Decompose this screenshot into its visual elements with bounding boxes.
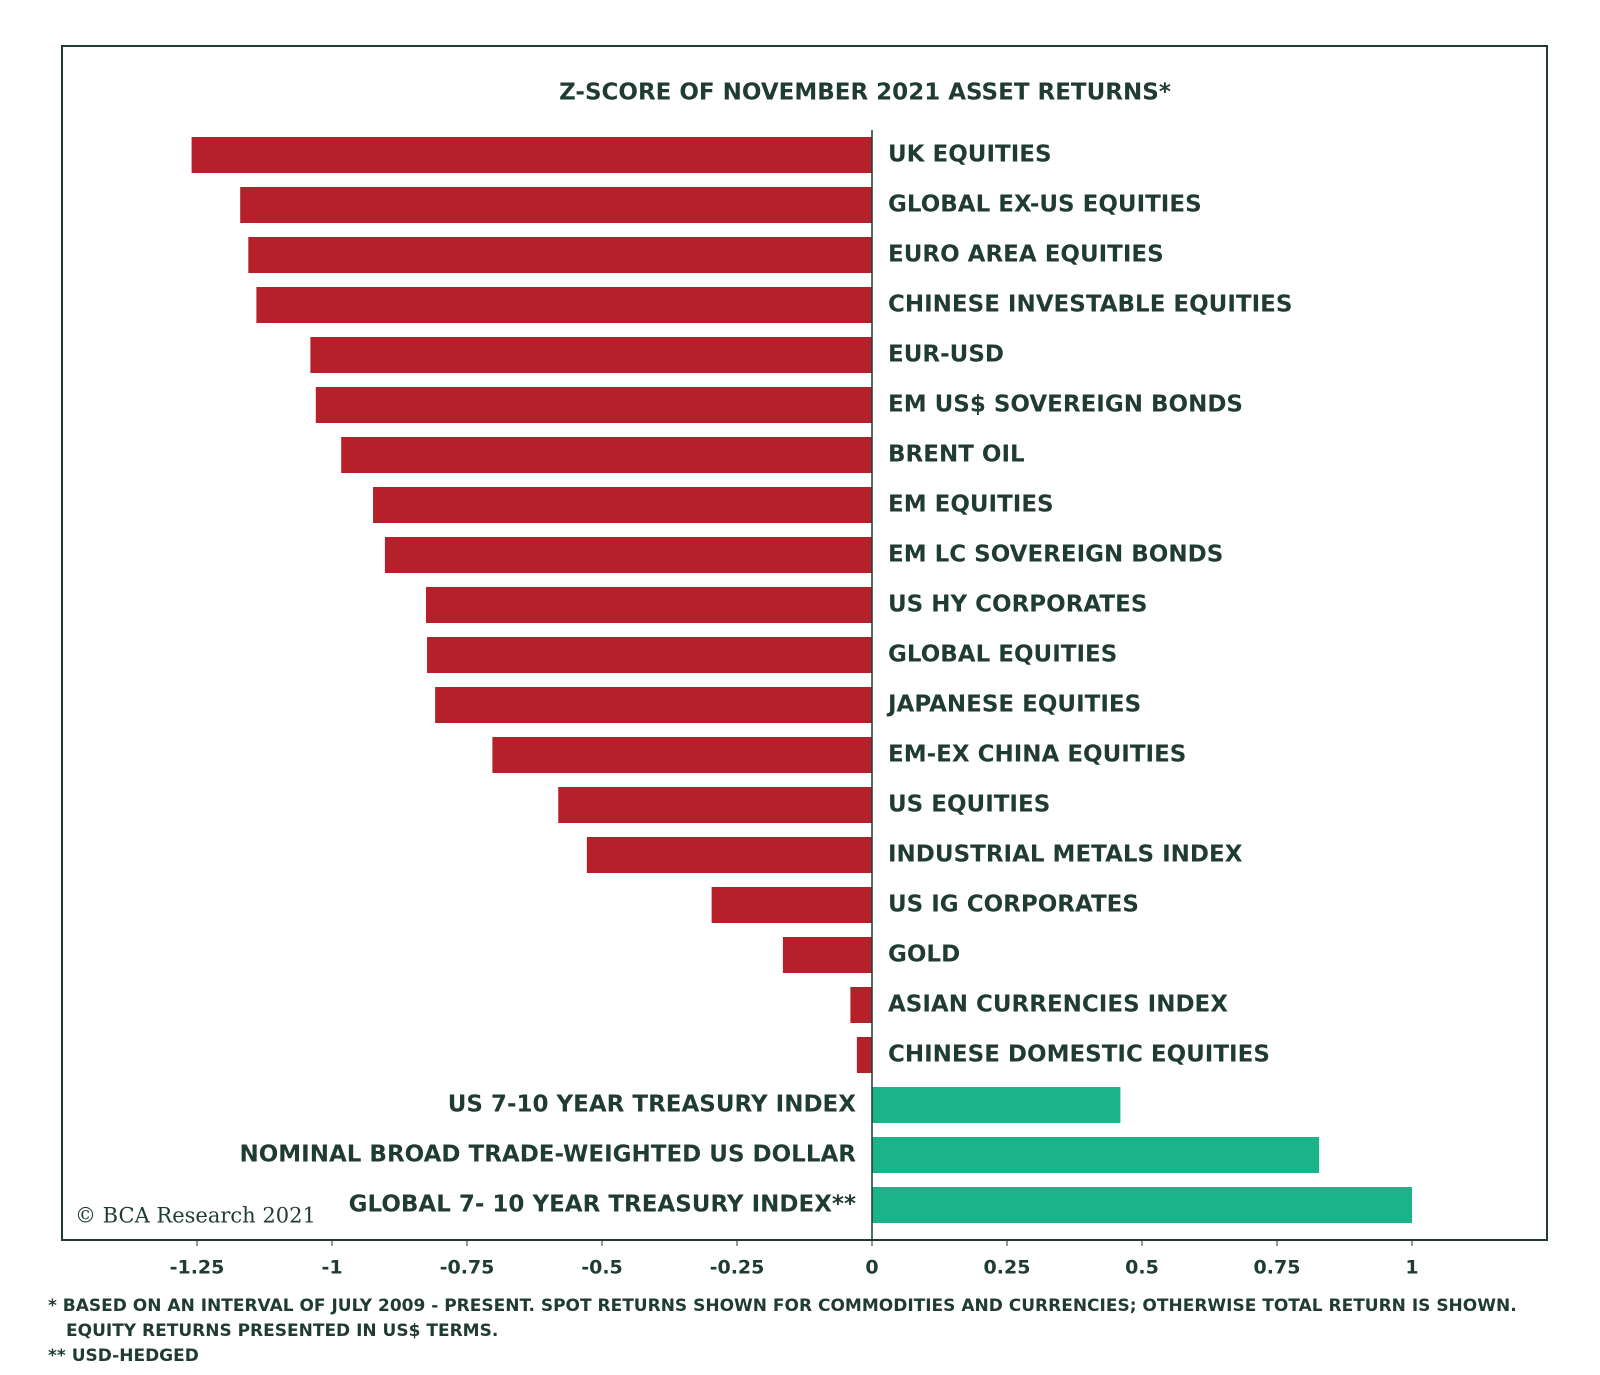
category-label: EM US$ SOVEREIGN BONDS bbox=[888, 392, 1243, 418]
bar bbox=[850, 987, 872, 1023]
x-tick-label: 0.25 bbox=[984, 1257, 1031, 1279]
bar bbox=[384, 537, 872, 573]
bar bbox=[782, 937, 872, 973]
bar bbox=[310, 337, 872, 373]
bar bbox=[248, 237, 873, 273]
bar bbox=[711, 887, 872, 923]
x-tick-label: 1 bbox=[1405, 1257, 1418, 1279]
category-label: CHINESE INVESTABLE EQUITIES bbox=[888, 292, 1292, 318]
category-label: UK EQUITIES bbox=[888, 142, 1052, 168]
x-tick-label: 0.75 bbox=[1254, 1257, 1301, 1279]
x-tick-label: -1 bbox=[321, 1257, 342, 1279]
bar bbox=[425, 587, 872, 623]
x-tick-label: -0.25 bbox=[710, 1257, 765, 1279]
category-label: EM-EX CHINA EQUITIES bbox=[888, 742, 1186, 768]
category-label: EUR-USD bbox=[888, 342, 1004, 368]
category-label: GLOBAL EX-US EQUITIES bbox=[888, 192, 1202, 218]
bar bbox=[872, 1187, 1412, 1223]
bar bbox=[872, 1137, 1320, 1173]
category-label: GLOBAL EQUITIES bbox=[888, 642, 1117, 668]
bar bbox=[256, 287, 872, 323]
x-tick-label: -0.5 bbox=[581, 1257, 623, 1279]
bar bbox=[315, 387, 872, 423]
bar bbox=[586, 837, 872, 873]
category-label: BRENT OIL bbox=[888, 442, 1025, 468]
bar bbox=[435, 687, 872, 723]
bar bbox=[492, 737, 872, 773]
chart-title: Z-SCORE OF NOVEMBER 2021 ASSET RETURNS* bbox=[559, 80, 1171, 106]
category-label: ASIAN CURRENCIES INDEX bbox=[888, 992, 1228, 1018]
bar bbox=[558, 787, 872, 823]
plot-frame bbox=[61, 45, 1548, 1241]
category-label: EURO AREA EQUITIES bbox=[888, 242, 1164, 268]
bar bbox=[240, 187, 872, 223]
footnote: * BASED ON AN INTERVAL OF JULY 2009 - PR… bbox=[48, 1296, 1517, 1316]
footnote: ** USD-HEDGED bbox=[48, 1346, 199, 1366]
footnote: EQUITY RETURNS PRESENTED IN US$ TERMS. bbox=[66, 1321, 498, 1341]
x-tick-label: 0.5 bbox=[1125, 1257, 1159, 1279]
category-label: US IG CORPORATES bbox=[888, 892, 1139, 918]
category-label: GOLD bbox=[888, 942, 960, 968]
category-label: NOMINAL BROAD TRADE-WEIGHTED US DOLLAR bbox=[239, 1142, 856, 1168]
category-label: CHINESE DOMESTIC EQUITIES bbox=[888, 1042, 1270, 1068]
bar bbox=[341, 437, 872, 473]
x-tick-label: 0 bbox=[865, 1257, 878, 1279]
bar bbox=[427, 637, 872, 673]
bar bbox=[856, 1037, 872, 1073]
category-label: INDUSTRIAL METALS INDEX bbox=[888, 842, 1243, 868]
x-tick-label: -1.25 bbox=[170, 1257, 225, 1279]
category-label: EM EQUITIES bbox=[888, 492, 1054, 518]
source: © BCA Research 2021 bbox=[75, 1204, 316, 1228]
bar bbox=[191, 137, 873, 173]
category-label: US 7-10 YEAR TREASURY INDEX bbox=[448, 1092, 857, 1118]
category-label: US EQUITIES bbox=[888, 792, 1050, 818]
category-label: JAPANESE EQUITIES bbox=[886, 692, 1141, 718]
bar bbox=[373, 487, 872, 523]
category-label: GLOBAL 7- 10 YEAR TREASURY INDEX** bbox=[349, 1192, 856, 1218]
category-label: EM LC SOVEREIGN BONDS bbox=[888, 542, 1223, 568]
x-tick-label: -0.75 bbox=[440, 1257, 495, 1279]
bar bbox=[872, 1087, 1121, 1123]
category-label: US HY CORPORATES bbox=[888, 592, 1147, 618]
